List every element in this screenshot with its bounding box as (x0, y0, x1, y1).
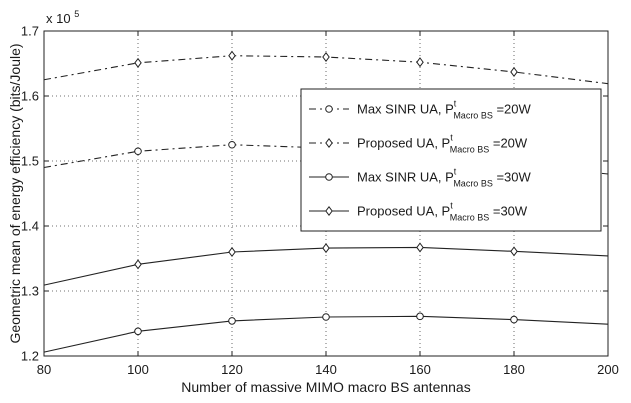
y-tick-label: 1.7 (21, 24, 39, 39)
data-point (510, 315, 518, 324)
data-point (416, 242, 424, 253)
legend-entry: Proposed UA, Pt Macro BS =30W (309, 201, 528, 223)
data-point (134, 259, 142, 270)
data-point (322, 313, 330, 321)
data-point (325, 205, 333, 217)
data-point (322, 51, 330, 63)
legend-label: Proposed UA, Pt Macro BS =30W (357, 201, 528, 223)
x-tick-label: 200 (597, 362, 619, 377)
legend-box (300, 88, 602, 232)
x-tick-label: 100 (127, 362, 149, 377)
data-point (134, 57, 142, 68)
y-tick-label: 1.5 (21, 154, 39, 169)
data-point (325, 105, 333, 113)
data-point (134, 327, 142, 336)
series-line (43, 315, 609, 353)
y-axis-label: Geometric mean of energy efficiency (bit… (7, 43, 23, 343)
y-tick-label: 1.4 (21, 219, 39, 234)
data-point (325, 173, 333, 181)
data-point (322, 243, 330, 254)
legend-label: Max SINR UA, Pt Macro BS =30W (357, 167, 531, 189)
series-4 (43, 242, 609, 286)
legend-entry: Max SINR UA, Pt Macro BS =20W (309, 99, 531, 121)
legend: Max SINR UA, Pt Macro BS =20W Proposed UA,… (300, 88, 602, 232)
x-tick-label: 180 (503, 362, 525, 377)
y-tick-label: 1.2 (21, 349, 39, 364)
legend-entry: Proposed UA, Pt Macro BS =20W (309, 133, 528, 155)
data-point (510, 66, 518, 77)
y-tick-label: 1.3 (21, 284, 39, 299)
data-point (228, 140, 236, 149)
data-point (134, 147, 142, 156)
x-tick-label: 120 (221, 362, 243, 377)
data-point (228, 50, 236, 61)
y-multiplier-exponent: 5 (74, 9, 79, 19)
x-tick-label: 80 (37, 362, 51, 377)
legend-label: Proposed UA, Pt Macro BS =20W (357, 133, 528, 155)
x-tick-label: 160 (409, 362, 431, 377)
series-3 (43, 312, 609, 353)
ticks: 80 100 120 140 160 180 200 1.2 1.3 1.4 1.5 1.6 1.7 (21, 24, 619, 378)
y-multiplier-base: x 10 (46, 11, 71, 26)
y-tick-label: 1.6 (21, 89, 39, 104)
data-point (228, 317, 236, 325)
series-2 (43, 50, 609, 85)
data-point (510, 246, 518, 257)
data-point (416, 312, 424, 321)
legend-entry: Max SINR UA, Pt Macro BS =30W (309, 167, 531, 189)
data-point (325, 137, 333, 149)
x-axis-label: Number of massive MIMO macro BS antennas (181, 379, 470, 395)
data-point (228, 246, 236, 258)
y-multiplier-label: x 10 5 (46, 9, 79, 26)
data-point (416, 57, 424, 68)
x-tick-label: 140 (315, 362, 337, 377)
legend-label: Max SINR UA, Pt Macro BS =20W (357, 99, 531, 121)
